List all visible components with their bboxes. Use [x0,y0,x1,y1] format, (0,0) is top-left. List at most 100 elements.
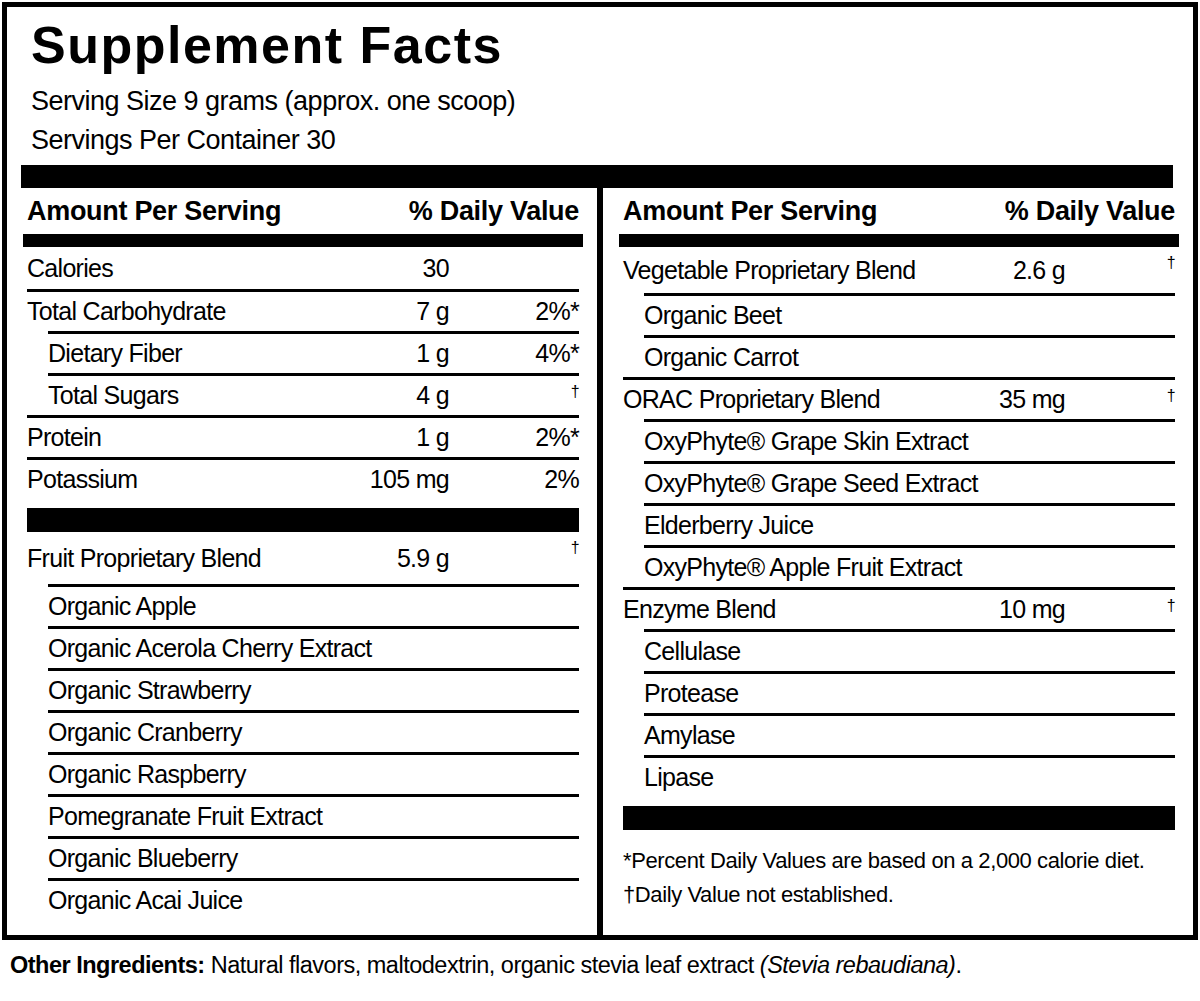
nutrient-row-protein: Protein 1 g 2%* [27,415,579,457]
nutrient-dv-dagger: † [449,376,579,401]
blend-amount: 2.6 g [950,256,1065,285]
blend-label: Fruit Proprietary Blend [27,544,329,573]
right-header-bar [619,234,1179,247]
blend-item-label: Organic Raspberry [48,760,579,789]
blend-item-label: Organic Strawberry [48,676,579,705]
nutrient-amount: 1 g [329,339,449,368]
blend-row-vegetable-proprietary: Vegetable Proprietary Blend 2.6 g † [623,247,1175,293]
nutrient-dv: 2%* [449,297,579,326]
blend-label: Enzyme Blend [623,595,950,624]
blend-item-label: Elderberry Juice [644,511,1175,540]
nutrient-amount: 105 mg [329,465,449,494]
blend-item-row: Protease [644,671,1175,713]
footnote-divider-bar [623,806,1175,830]
right-column: Amount Per Serving % Daily Value Vegetab… [603,188,1193,935]
section-divider-bar [27,508,579,532]
nutrient-label: Total Carbohydrate [27,297,329,326]
blend-dv-dagger: † [1065,380,1175,405]
footnotes: *Percent Daily Values are based on a 2,0… [623,844,1175,912]
blend-item-row: OxyPhyte® Apple Fruit Extract [644,545,1175,587]
nutrient-amount: 30 [329,254,449,283]
nutrient-label: Potassium [27,465,329,494]
blend-item-row: Lipase [644,755,1175,797]
blend-item-row: Amylase [644,713,1175,755]
blend-item-label: OxyPhyte® Apple Fruit Extract [644,553,1175,582]
percent-daily-value-heading: % Daily Value [409,196,579,227]
blend-item-row: Elderberry Juice [644,503,1175,545]
blend-item-label: OxyPhyte® Grape Seed Extract [644,469,1175,498]
nutrient-row-total-sugars: Total Sugars 4 g † [48,373,579,415]
blend-item-label: Protease [644,679,1175,708]
nutrient-row-potassium: Potassium 105 mg 2% [27,457,579,499]
blend-amount: 5.9 g [329,544,449,573]
blend-item-row: Organic Acai Juice [48,878,579,920]
left-column-header: Amount Per Serving % Daily Value [27,188,579,234]
serving-size-line: Serving Size 9 grams (approx. one scoop) [31,86,1173,117]
amount-per-serving-heading: Amount Per Serving [27,196,281,227]
other-ingredients-line: Other Ingredients: Natural flavors, malt… [10,952,1190,979]
blend-item-label: Organic Cranberry [48,718,579,747]
top-divider-bar [21,165,1173,188]
nutrient-label: Protein [27,423,329,452]
other-ingredients-heading: Other Ingredients: [10,952,205,978]
nutrient-dv: 2% [449,465,579,494]
blend-item-row: Cellulase [644,629,1175,671]
blend-item-row: Organic Acerola Cherry Extract [48,626,579,668]
blend-item-row: Organic Blueberry [48,836,579,878]
blend-label: Vegetable Proprietary Blend [623,256,950,285]
nutrient-row-calories: Calories 30 [27,247,579,289]
blend-item-row: Organic Beet [644,293,1175,335]
nutrient-amount: 1 g [329,423,449,452]
left-header-bar [23,234,583,247]
panel-title: Supplement Facts [31,17,1173,74]
nutrient-dv: 2%* [449,423,579,452]
blend-item-row: OxyPhyte® Grape Skin Extract [644,419,1175,461]
blend-item-label: Amylase [644,721,1175,750]
blend-item-row: Pomegranate Fruit Extract [48,794,579,836]
blend-amount: 35 mg [950,385,1065,414]
blend-amount: 10 mg [950,595,1065,624]
blend-item-row: Organic Apple [48,584,579,626]
blend-item-row: Organic Cranberry [48,710,579,752]
blend-item-label: Organic Beet [644,301,1175,330]
blend-row-fruit-proprietary: Fruit Proprietary Blend 5.9 g † [27,532,579,584]
nutrient-label: Calories [27,254,329,283]
blend-label: ORAC Proprietary Blend [623,385,950,414]
blend-item-label: Lipase [644,763,1175,792]
blend-item-label: Cellulase [644,637,1175,666]
amount-per-serving-heading: Amount Per Serving [623,196,877,227]
blend-item-row: Organic Strawberry [48,668,579,710]
other-ingredients-species: (Stevia rebaudiana) [760,952,956,978]
blend-row-enzyme: Enzyme Blend 10 mg † [623,587,1175,629]
panel-header: Supplement Facts Serving Size 9 grams (a… [7,7,1193,156]
blend-item-label: Organic Blueberry [48,844,579,873]
other-ingredients-text: Natural flavors, maltodextrin, organic s… [205,952,760,978]
supplement-facts-panel: Supplement Facts Serving Size 9 grams (a… [2,2,1198,940]
blend-row-orac-proprietary: ORAC Proprietary Blend 35 mg † [623,377,1175,419]
nutrient-dv: 4%* [449,339,579,368]
blend-item-label: Organic Carrot [644,343,1175,372]
blend-item-label: Organic Acerola Cherry Extract [48,634,579,663]
nutrient-row-dietary-fiber: Dietary Fiber 1 g 4%* [48,331,579,373]
blend-item-label: Organic Apple [48,592,579,621]
footnote-percent-daily-value: *Percent Daily Values are based on a 2,0… [623,844,1175,878]
percent-daily-value-heading: % Daily Value [1005,196,1175,227]
footnote-daily-value-not-established: †Daily Value not established. [623,878,1175,912]
nutrient-label: Dietary Fiber [48,339,329,368]
nutrient-label: Total Sugars [48,381,329,410]
servings-per-container-line: Servings Per Container 30 [31,125,1173,156]
blend-item-row: OxyPhyte® Grape Seed Extract [644,461,1175,503]
blend-item-row: Organic Carrot [644,335,1175,377]
blend-item-label: Pomegranate Fruit Extract [48,802,579,831]
blend-dv-dagger: † [1065,247,1175,272]
blend-item-label: Organic Acai Juice [48,886,579,915]
left-column: Amount Per Serving % Daily Value Calorie… [7,188,603,935]
blend-dv-dagger: † [1065,590,1175,615]
nutrient-row-total-carbohydrate: Total Carbohydrate 7 g 2%* [27,289,579,331]
right-column-header: Amount Per Serving % Daily Value [623,188,1175,234]
nutrient-amount: 4 g [329,381,449,410]
facts-columns: Amount Per Serving % Daily Value Calorie… [7,188,1193,935]
blend-item-row: Organic Raspberry [48,752,579,794]
nutrient-amount: 7 g [329,297,449,326]
other-ingredients-period: . [955,952,961,978]
